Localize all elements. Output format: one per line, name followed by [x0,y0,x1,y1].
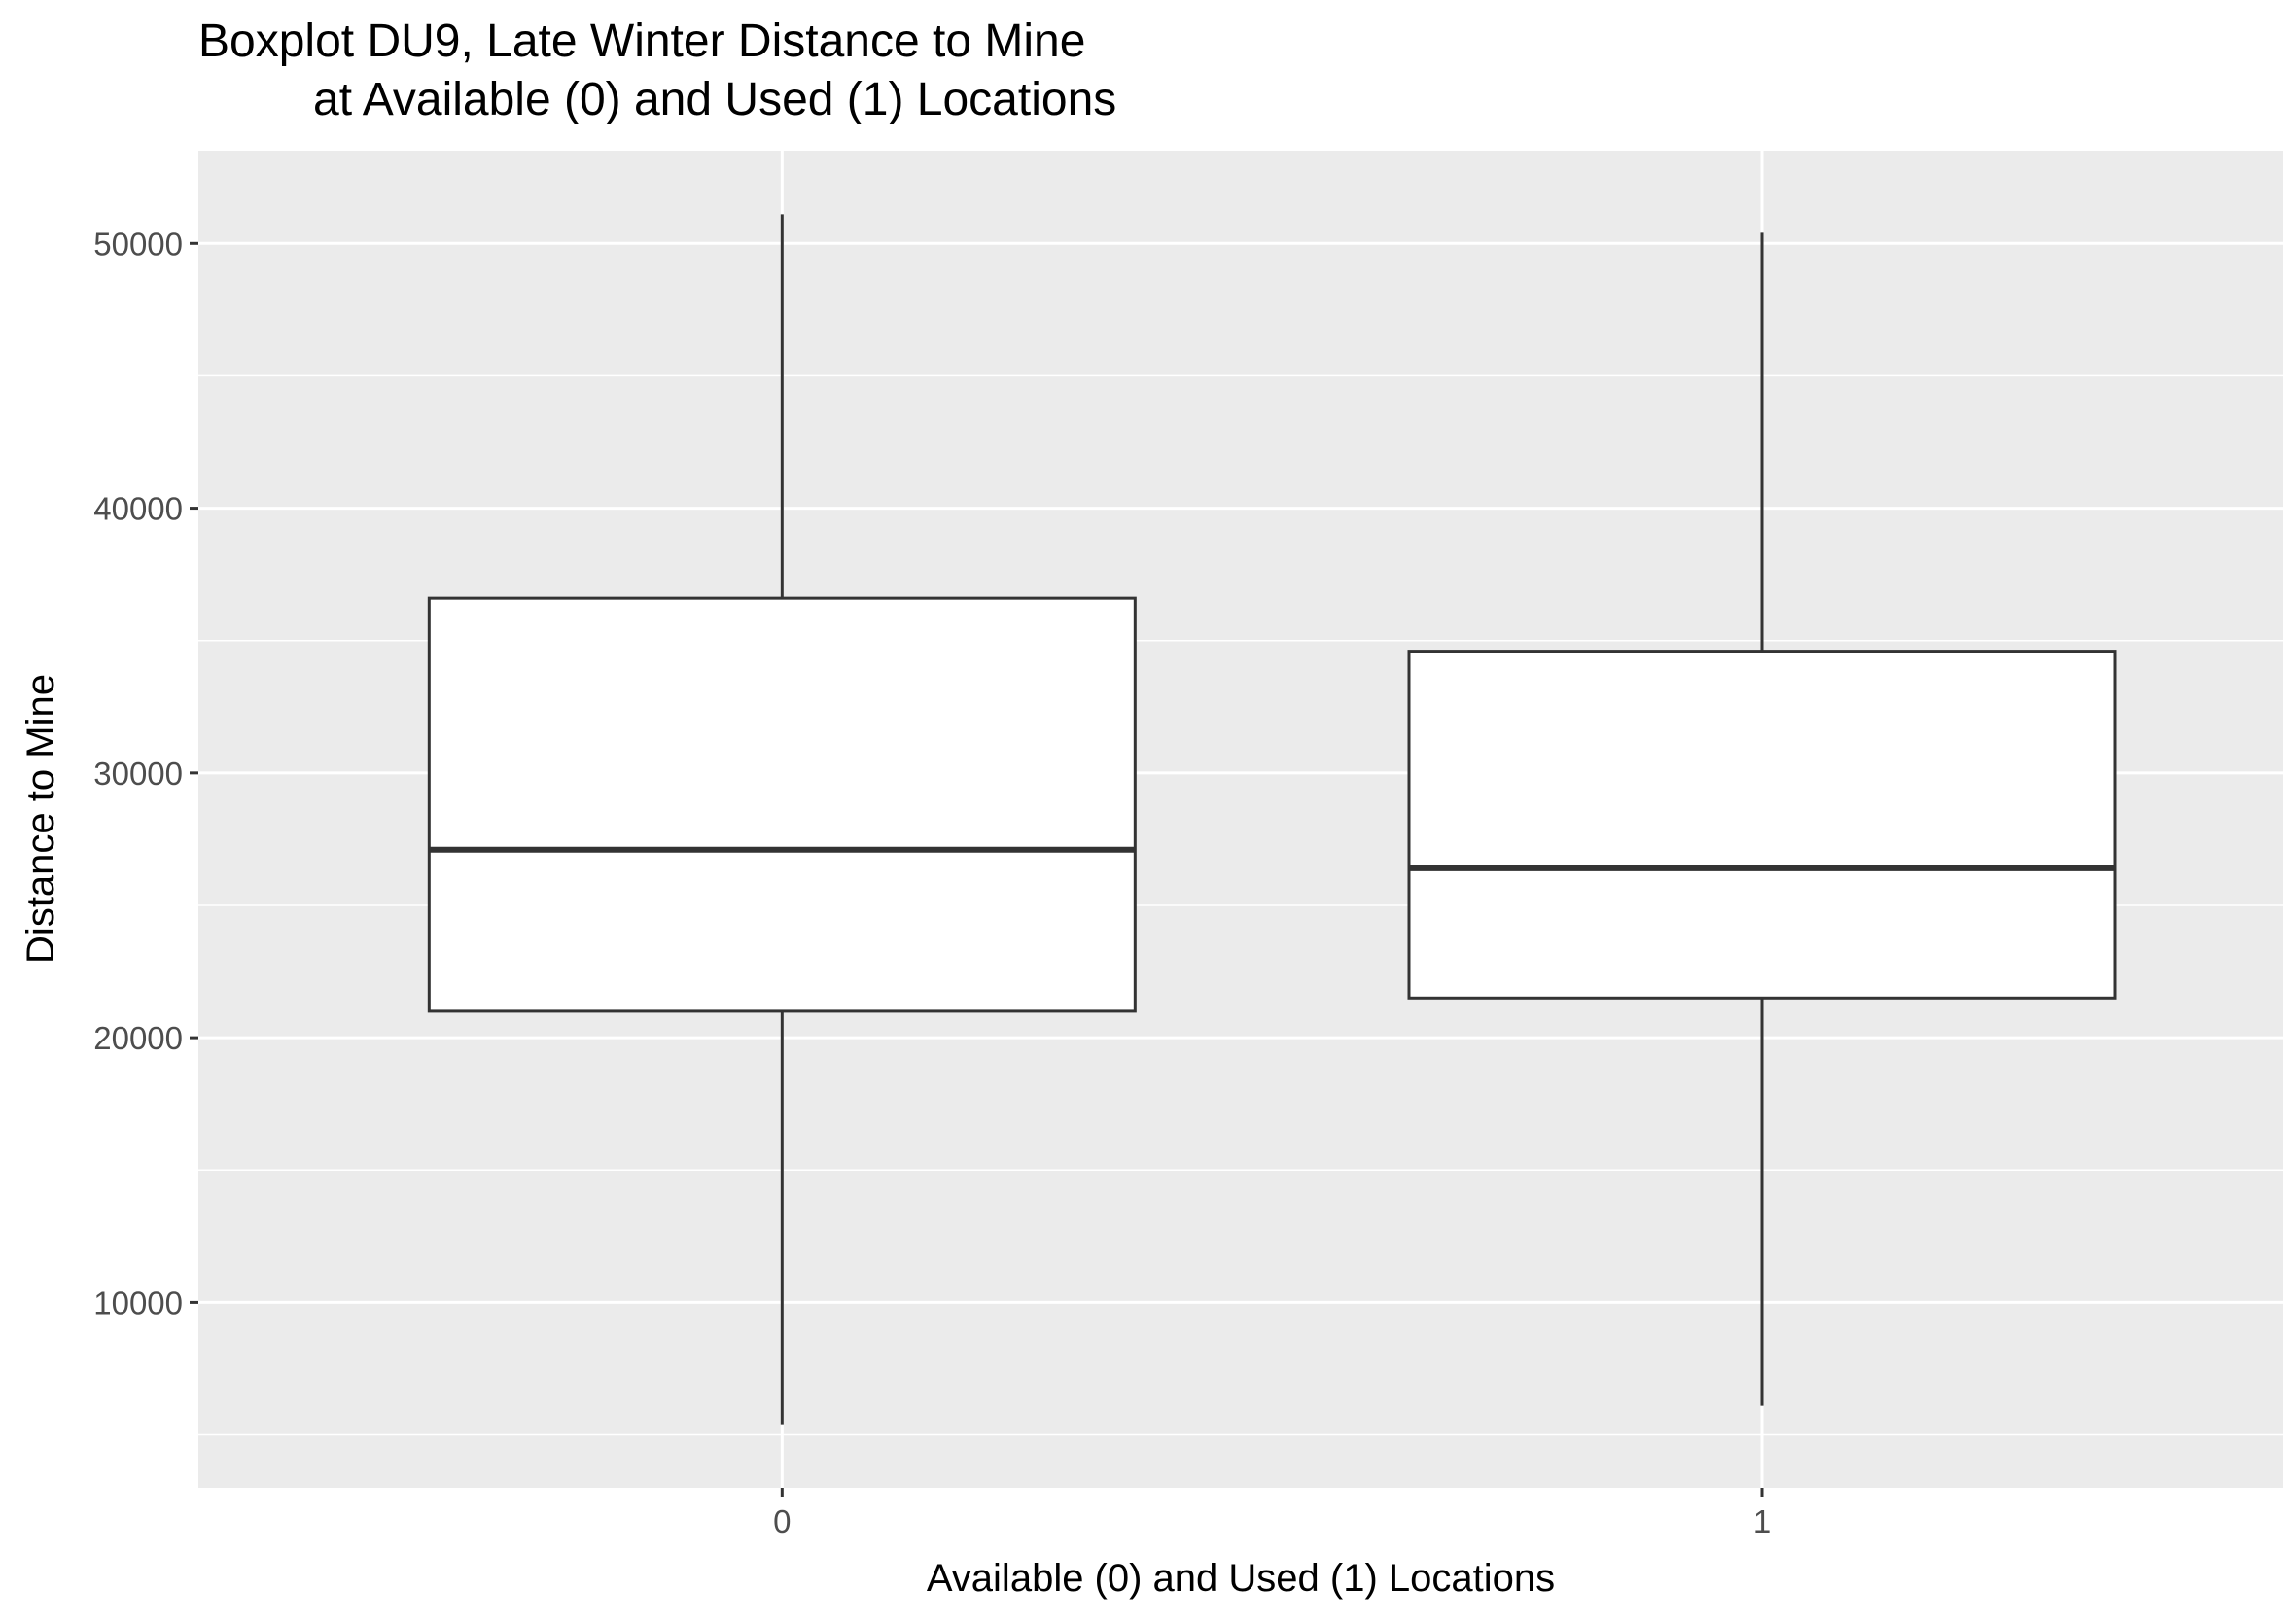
y-tick-label: 30000 [93,756,183,792]
box-group-0 [427,214,1137,1425]
axes-layer: 10000 20000 30000 40000 50000 0 1 [93,226,1771,1539]
x-tick-label: 1 [1753,1503,1771,1539]
iqr-box [427,596,1137,1013]
x-axis-title: Available (0) and Used (1) Locations [927,1557,1555,1600]
y-tick-label: 10000 [93,1285,183,1321]
box-group-1 [1407,232,2117,1406]
y-axis-title: Distance to Mine [19,674,62,964]
y-tick-label: 20000 [93,1020,183,1056]
y-tick-label: 50000 [93,226,183,262]
boxes-layer [427,214,2117,1425]
x-tick-label: 0 [773,1503,791,1539]
y-tick-label: 40000 [93,491,183,527]
iqr-box [1407,650,2117,1000]
chart-title-line-2: at Available (0) and Used (1) Locations [313,74,1116,125]
chart-title-line-1: Boxplot DU9, Late Winter Distance to Min… [198,16,1085,67]
